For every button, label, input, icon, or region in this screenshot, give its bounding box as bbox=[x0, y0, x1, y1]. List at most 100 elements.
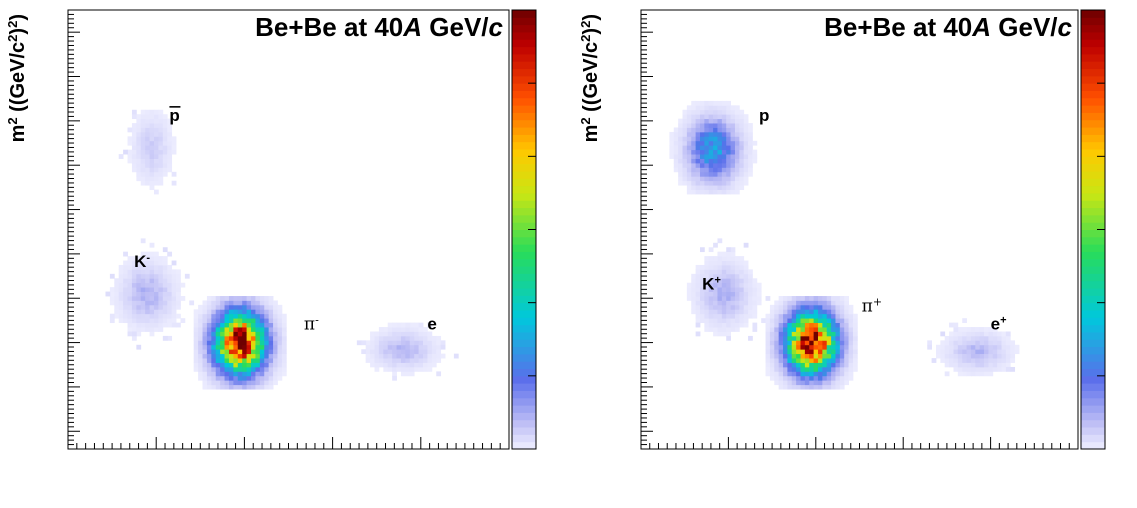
heatmap-cell bbox=[739, 264, 745, 270]
heatmap-cell bbox=[255, 296, 261, 301]
heatmap-cell bbox=[158, 264, 164, 270]
heatmap-cell bbox=[414, 335, 419, 341]
heatmap-cell bbox=[378, 331, 384, 337]
heatmap-cell bbox=[988, 331, 994, 337]
heatmap-cell bbox=[726, 127, 731, 133]
heatmap-cell bbox=[743, 291, 749, 297]
heatmap-cell bbox=[158, 149, 164, 155]
heatmap-cell bbox=[233, 327, 239, 332]
heatmap-cell bbox=[268, 384, 274, 390]
heatmap-cell bbox=[957, 327, 963, 332]
heatmap-cell bbox=[206, 366, 212, 372]
heatmap-cell bbox=[153, 114, 159, 120]
heatmap-cell bbox=[708, 131, 714, 137]
heatmap-cell bbox=[149, 242, 155, 248]
heatmap-cell bbox=[682, 109, 688, 115]
heatmap-cell bbox=[700, 264, 705, 270]
heatmap-cell bbox=[979, 371, 985, 377]
heatmap-cell bbox=[400, 362, 406, 368]
heatmap-cell bbox=[713, 154, 718, 159]
heatmap-cell bbox=[131, 304, 137, 310]
heatmap-cell bbox=[259, 304, 265, 310]
heatmap-cell bbox=[704, 309, 710, 315]
heatmap-cell bbox=[791, 300, 797, 306]
heatmap-cell bbox=[809, 304, 815, 310]
color-bar-segment bbox=[512, 53, 536, 62]
heatmap-cell bbox=[127, 264, 133, 270]
heatmap-cell bbox=[691, 162, 697, 168]
heatmap-cell bbox=[127, 304, 133, 310]
heatmap-cell bbox=[246, 300, 252, 306]
heatmap-cell bbox=[176, 291, 181, 297]
heatmap-cell bbox=[131, 335, 137, 341]
heatmap-cell bbox=[405, 349, 411, 355]
heatmap-cell bbox=[962, 344, 967, 350]
heatmap-cell bbox=[171, 273, 177, 279]
heatmap-cell bbox=[717, 238, 723, 244]
heatmap-cell bbox=[127, 287, 133, 292]
heatmap-cell bbox=[726, 149, 731, 155]
heatmap-cell bbox=[202, 353, 208, 359]
heatmap-cell bbox=[721, 278, 727, 284]
heatmap-cell bbox=[726, 109, 731, 115]
heatmap-cell bbox=[717, 114, 723, 120]
heatmap-cell bbox=[268, 322, 274, 328]
heatmap-cell bbox=[237, 362, 243, 368]
heatmap-cell bbox=[726, 185, 731, 190]
color-bar-segment bbox=[1081, 83, 1105, 91]
heatmap-cell bbox=[228, 349, 234, 355]
heatmap-cell bbox=[809, 331, 815, 337]
heatmap-cell bbox=[673, 131, 679, 137]
heatmap-cell bbox=[721, 273, 727, 279]
heatmap-cell bbox=[695, 167, 701, 173]
heatmap-cell bbox=[251, 349, 256, 355]
color-bar-segment bbox=[512, 309, 536, 318]
heatmap-cell bbox=[246, 358, 252, 363]
heatmap-cell bbox=[826, 313, 832, 319]
color-bar-segment bbox=[1081, 68, 1105, 77]
heatmap-cell bbox=[414, 331, 419, 337]
heatmap-cell bbox=[167, 264, 173, 270]
heatmap-cell bbox=[844, 331, 849, 337]
heatmap-cell bbox=[809, 362, 815, 368]
heatmap-cell bbox=[268, 313, 274, 319]
heatmap-cell bbox=[717, 118, 723, 124]
heatmap-cell bbox=[704, 123, 710, 128]
heatmap-cell bbox=[734, 114, 740, 120]
heatmap-cell bbox=[704, 131, 710, 137]
heatmap-cell bbox=[708, 114, 714, 120]
color-bar-segment bbox=[1081, 375, 1105, 384]
heatmap-cell bbox=[268, 300, 274, 306]
heatmap-cell bbox=[198, 371, 203, 377]
heatmap-cell bbox=[783, 362, 788, 368]
heatmap-cell bbox=[940, 349, 946, 355]
heatmap-cell bbox=[246, 304, 252, 310]
heatmap-cell bbox=[123, 287, 128, 292]
heatmap-cell bbox=[418, 349, 424, 355]
heatmap-cell bbox=[713, 176, 718, 182]
heatmap-cell bbox=[822, 380, 828, 386]
color-bar-segment bbox=[512, 112, 536, 121]
heatmap-cell bbox=[743, 318, 749, 324]
heatmap-cell bbox=[423, 327, 428, 332]
heatmap-cell bbox=[374, 353, 380, 359]
heatmap-cell bbox=[734, 260, 740, 266]
heatmap-cell bbox=[822, 304, 828, 310]
heatmap-cell bbox=[984, 349, 989, 355]
heatmap-cell bbox=[255, 375, 261, 381]
heatmap-cell bbox=[809, 318, 815, 324]
heatmap-cell bbox=[791, 340, 797, 346]
color-bar-segment bbox=[1081, 39, 1105, 48]
heatmap-cell bbox=[783, 304, 788, 310]
heatmap-cell bbox=[202, 318, 208, 324]
x-axis bbox=[67, 437, 510, 449]
heatmap-cell bbox=[198, 349, 203, 355]
heatmap-cell bbox=[835, 318, 841, 324]
heatmap-cell bbox=[992, 366, 998, 372]
heatmap-cell bbox=[387, 349, 393, 355]
heatmap-cell bbox=[136, 149, 142, 155]
heatmap-cell bbox=[171, 149, 177, 155]
color-bar-segment bbox=[1081, 258, 1105, 267]
heatmap-cell bbox=[730, 140, 736, 146]
heatmap-cell bbox=[162, 123, 168, 128]
